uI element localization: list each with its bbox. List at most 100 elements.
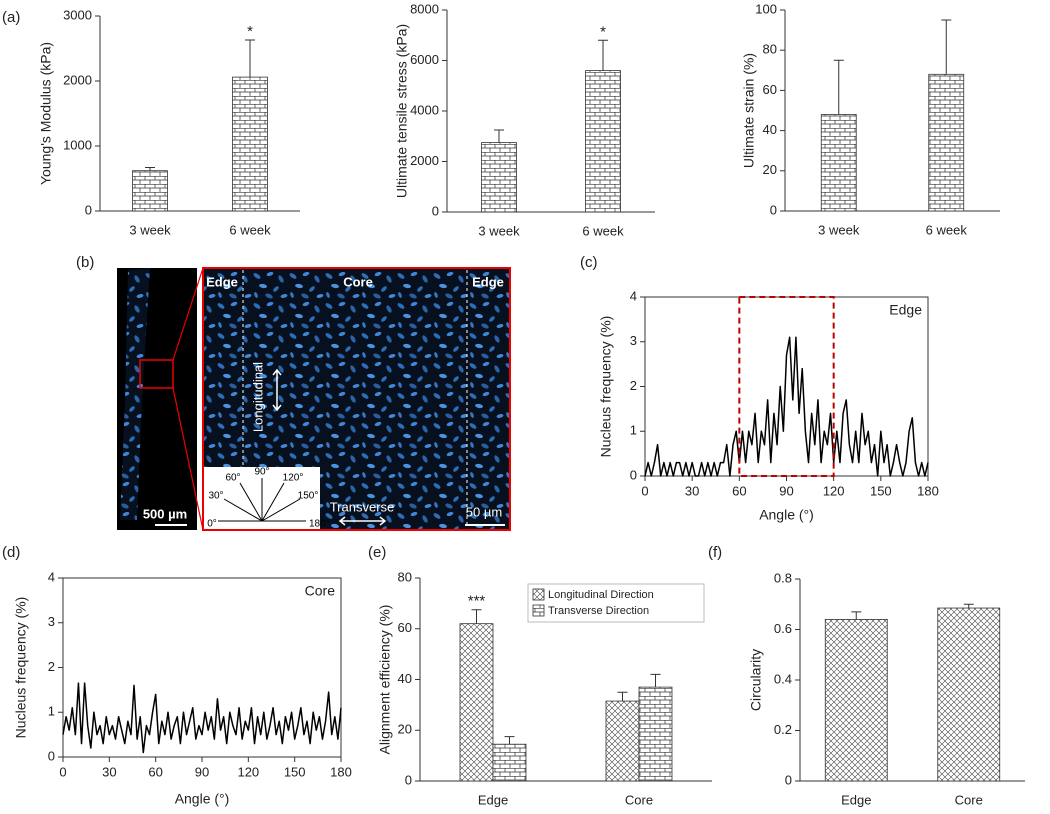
annotation: Edge <box>889 302 922 318</box>
x-tick-label: 6 week <box>582 223 624 238</box>
y-tick-label: 3 <box>630 333 637 348</box>
error-bar <box>471 609 482 624</box>
y-axis-label: Nucleus frequency (%) <box>13 597 29 739</box>
y-tick-label: 1 <box>630 423 637 438</box>
bar <box>638 686 673 782</box>
panel-label: (a) <box>2 9 20 26</box>
region-label: Edge <box>472 274 504 289</box>
y-tick-label: 20 <box>398 722 412 737</box>
y-tick-label: 1 <box>48 704 55 719</box>
y-tick-label: 0.4 <box>774 671 792 686</box>
bar <box>459 623 494 782</box>
bar <box>481 142 517 213</box>
annotation: Core <box>305 583 336 599</box>
x-tick-label: 3 week <box>818 222 860 237</box>
x-tick-label: 90 <box>195 764 209 779</box>
bar <box>585 70 621 213</box>
direction-label: Transverse <box>330 499 395 514</box>
x-tick-label: Edge <box>841 792 871 807</box>
x-tick-label: 180 <box>917 483 939 498</box>
x-tick-label: 120 <box>823 483 845 498</box>
y-tick-label: 0 <box>432 203 439 218</box>
direction-arrow <box>338 516 387 526</box>
y-axis-label: Ultimate tensile stress (kPa) <box>394 24 410 198</box>
panel-label: (c) <box>580 254 598 271</box>
bar <box>232 76 268 212</box>
plot-frame <box>644 296 929 477</box>
x-tick-label: 90 <box>779 483 793 498</box>
x-tick-label: 0 <box>59 764 66 779</box>
error-bar <box>963 603 974 609</box>
y-tick-label: 3000 <box>63 7 92 22</box>
x-tick-label: 6 week <box>229 222 271 237</box>
y-axis-label: Alignment efficiency (%) <box>377 605 393 755</box>
y-tick-label: 0 <box>630 467 637 482</box>
y-tick-label: 1000 <box>63 137 92 152</box>
y-tick-label: 0.6 <box>774 621 792 636</box>
region-label: Core <box>343 274 373 289</box>
y-axis-label: Circularity <box>748 649 764 711</box>
x-tick-label: 30 <box>102 764 116 779</box>
y-tick-label: 0.8 <box>774 570 792 585</box>
legend-label: Transverse Direction <box>548 605 649 617</box>
bar <box>824 619 888 782</box>
angle-label: 0° <box>207 519 217 530</box>
region-label: Edge <box>206 274 238 289</box>
x-tick-label: Edge <box>478 792 508 807</box>
x-tick-label: 3 week <box>478 223 520 238</box>
zoom-line <box>172 387 204 531</box>
annotation: *** <box>468 593 486 610</box>
bar <box>605 700 640 782</box>
x-tick-label: 6 week <box>926 222 968 237</box>
error-bar <box>598 39 608 71</box>
x-tick-label: 30 <box>685 483 699 498</box>
panel-label: (f) <box>708 544 722 561</box>
error-bar <box>650 673 661 688</box>
legend-swatch <box>532 604 545 617</box>
direction-arrow <box>272 368 282 412</box>
x-tick-label: 60 <box>148 764 162 779</box>
y-tick-label: 2 <box>630 378 637 393</box>
zoom-box <box>139 359 174 389</box>
bar <box>132 170 168 212</box>
data-line <box>62 682 342 754</box>
legend-box <box>527 583 705 623</box>
y-tick-label: 2 <box>48 659 55 674</box>
y-tick-label: 0 <box>785 772 792 787</box>
y-tick-label: 0 <box>770 202 777 217</box>
y-tick-label: 2000 <box>63 72 92 87</box>
error-bar <box>851 611 862 620</box>
x-axis-label: Angle (°) <box>759 507 814 523</box>
micrograph: 500 µm Edge Core Edge Longitudinal Trans… <box>117 267 511 531</box>
error-bar <box>617 691 628 702</box>
x-tick-label: Core <box>625 792 653 807</box>
error-bar <box>245 39 255 78</box>
y-axis-label: Nucleus frequency (%) <box>598 316 614 458</box>
bar <box>928 73 965 212</box>
y-axis-label: Ultimate strain (%) <box>741 53 757 168</box>
angle-rays <box>218 478 306 522</box>
y-tick-label: 60 <box>763 82 777 97</box>
error-bar <box>941 19 952 75</box>
y-tick-label: 4 <box>48 569 55 584</box>
angle-label: 180° <box>309 519 330 530</box>
annotation: * <box>600 23 606 40</box>
angle-label: 60° <box>225 473 240 484</box>
x-tick-label: 3 week <box>129 222 171 237</box>
direction-label: Longitudinal <box>250 362 265 432</box>
y-tick-label: 80 <box>763 42 777 57</box>
panel-label: (e) <box>368 544 386 561</box>
y-tick-label: 40 <box>398 671 412 686</box>
error-bar <box>145 166 155 171</box>
highlight-box <box>738 296 835 477</box>
zoom-line <box>172 267 204 361</box>
legend-swatch <box>532 588 545 601</box>
y-tick-label: 60 <box>398 620 412 635</box>
x-axis-label: Angle (°) <box>175 791 230 807</box>
angle-label: 150° <box>298 491 319 502</box>
legend-label: Longitudinal Direction <box>548 589 654 601</box>
y-tick-label: 0 <box>405 772 412 787</box>
y-tick-label: 4000 <box>410 102 439 117</box>
